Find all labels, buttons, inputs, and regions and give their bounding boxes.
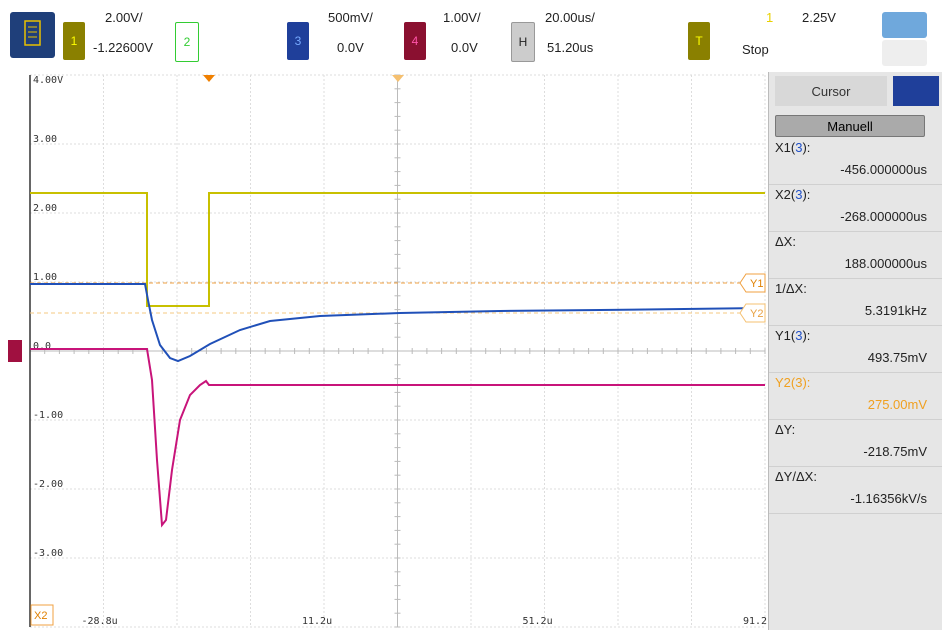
readout-row: Y1(3): 493.75mV (769, 326, 942, 373)
menu-button[interactable] (10, 12, 55, 58)
menu-icon (24, 20, 41, 46)
ch1-scale: 2.00V/ (105, 10, 143, 25)
ch4-offset: 0.0V (451, 40, 478, 55)
zoom-button[interactable] (882, 12, 927, 38)
y-axis-label: 3.00 (33, 134, 57, 145)
ch3-offset: 0.0V (337, 40, 364, 55)
delay-marker (392, 75, 404, 82)
cursor-tab[interactable]: Cursor (775, 76, 887, 106)
readout-row: X2(3): -268.000000us (769, 185, 942, 232)
ch3-trace (30, 283, 766, 363)
y-axis-label: 4.00V (33, 75, 63, 86)
ch1-offset: -1.22600V (93, 40, 153, 55)
waveform-display: 4.00V 3.00 2.00 1.00 0.0 -1.00 -2.00 -3.00 -28.8… (8, 74, 768, 628)
trigger-status: Stop (742, 42, 769, 57)
readout-row: 1/ΔX: 5.3191kHz (769, 279, 942, 326)
readout-label-part: ): (802, 140, 811, 155)
x-axis-label: -28.8u (82, 616, 118, 627)
grid: 4.00V 3.00 2.00 1.00 0.0 -1.00 -2.00 -3.00 -28.8… (29, 74, 768, 628)
readout-value: 5.3191kHz (864, 303, 927, 318)
mode-button[interactable]: Manuell (775, 115, 925, 137)
ch3-button[interactable]: 3 (287, 22, 309, 60)
readout-label-part: 3 (795, 140, 803, 155)
ch2-button[interactable]: 2 (175, 22, 199, 62)
ch4-trace (30, 348, 765, 528)
x-axis-label: 51.2u (523, 616, 553, 627)
readout-value: -456.000000us (840, 162, 927, 177)
readout-value: 493.75mV (867, 350, 927, 365)
readout-row: ΔX: 188.000000us (769, 232, 942, 279)
readout-row: ΔY/ΔX: -1.16356kV/s (769, 467, 942, 514)
trigger-position-marker (203, 75, 215, 82)
trigger-level: 2.25V (802, 10, 836, 25)
readout-label-part: X2( (775, 187, 796, 202)
y-axis-label: 0.0 (33, 341, 51, 352)
horizontal-button[interactable]: H (511, 22, 535, 62)
readout-label-part: ΔX: (775, 234, 796, 249)
horizontal-position: 51.20us (547, 40, 594, 55)
readout-row: X1(3): -456.000000us (769, 138, 942, 185)
readout-label-part: ): (802, 187, 811, 202)
cursor-panel: Cursor Manuell X1(3): -456.000000us X2(3):… (768, 72, 942, 630)
x-axis-label: 11.2u (302, 616, 332, 627)
y-axis-label: 2.00 (33, 203, 57, 214)
readout-value: -1.16356kV/s (850, 491, 927, 506)
readout-label-part: 3 (795, 187, 803, 202)
readout-row: ΔY: -218.75mV (769, 420, 942, 467)
readout-row: Y2(3): 275.00mV (769, 373, 942, 420)
readout-label-part: 3 (795, 375, 803, 390)
readout-label-part: ΔY/ΔX: (775, 469, 817, 484)
ch1-button[interactable]: 1 (63, 22, 85, 60)
cursor-readouts: X1(3): -456.000000us X2(3): -268.000000us ΔX… (769, 138, 942, 514)
trigger-source: 1 (766, 10, 774, 25)
readout-label-part: 1/ΔX: (775, 281, 807, 296)
readout-label: Y2(3): (775, 375, 810, 390)
readout-label-part: Y1( (775, 328, 796, 343)
trigger-button[interactable]: T (688, 22, 710, 60)
readout-label: ΔX: (775, 234, 796, 249)
readout-label: X1(3): (775, 140, 810, 155)
x2-tag-label: X2 (34, 610, 47, 622)
readout-label: ΔY: (775, 422, 795, 437)
ch4-scale: 1.00V/ (443, 10, 481, 25)
y2-tag: Y2 (739, 303, 766, 323)
ch3-scale: 500mV/ (328, 10, 373, 25)
horizontal-scale: 20.00us/ (545, 10, 595, 25)
ch4-ground-marker (8, 340, 22, 362)
readout-label-part: ): (802, 375, 811, 390)
readout-label: ΔY/ΔX: (775, 469, 817, 484)
readout-value: -268.000000us (840, 209, 927, 224)
measure-button[interactable] (882, 40, 927, 66)
readout-value: 188.000000us (844, 256, 927, 271)
readout-value: -218.75mV (863, 444, 927, 459)
readout-label-part: Y2( (775, 375, 796, 390)
ch4-button[interactable]: 4 (404, 22, 426, 60)
panel-tab-icon[interactable] (893, 76, 939, 106)
readout-label-part: X1( (775, 140, 796, 155)
readout-label-part: ΔY: (775, 422, 796, 437)
x2-tag: X2 (30, 604, 54, 626)
y-axis-label: -1.00 (33, 410, 63, 421)
readout-label: 1/ΔX: (775, 281, 807, 296)
y-axis-label: -2.00 (33, 479, 63, 490)
y1-tag-label: Y1 (750, 278, 763, 290)
toolbar: 1 2.00V/ -1.22600V 2 3 500mV/ 0.0V 4 1.0… (0, 0, 942, 70)
y-axis-label: 1.00 (33, 272, 57, 283)
y1-tag: Y1 (739, 273, 766, 293)
ch1-trace (30, 192, 765, 307)
x-axis-label: 91.2u (743, 616, 768, 627)
readout-label-part: 3 (795, 328, 803, 343)
readout-label: Y1(3): (775, 328, 810, 343)
readout-label: X2(3): (775, 187, 810, 202)
readout-label-part: ): (802, 328, 811, 343)
readout-value: 275.00mV (867, 397, 927, 412)
y-axis-label: -3.00 (33, 548, 63, 559)
y2-tag-label: Y2 (750, 308, 763, 320)
